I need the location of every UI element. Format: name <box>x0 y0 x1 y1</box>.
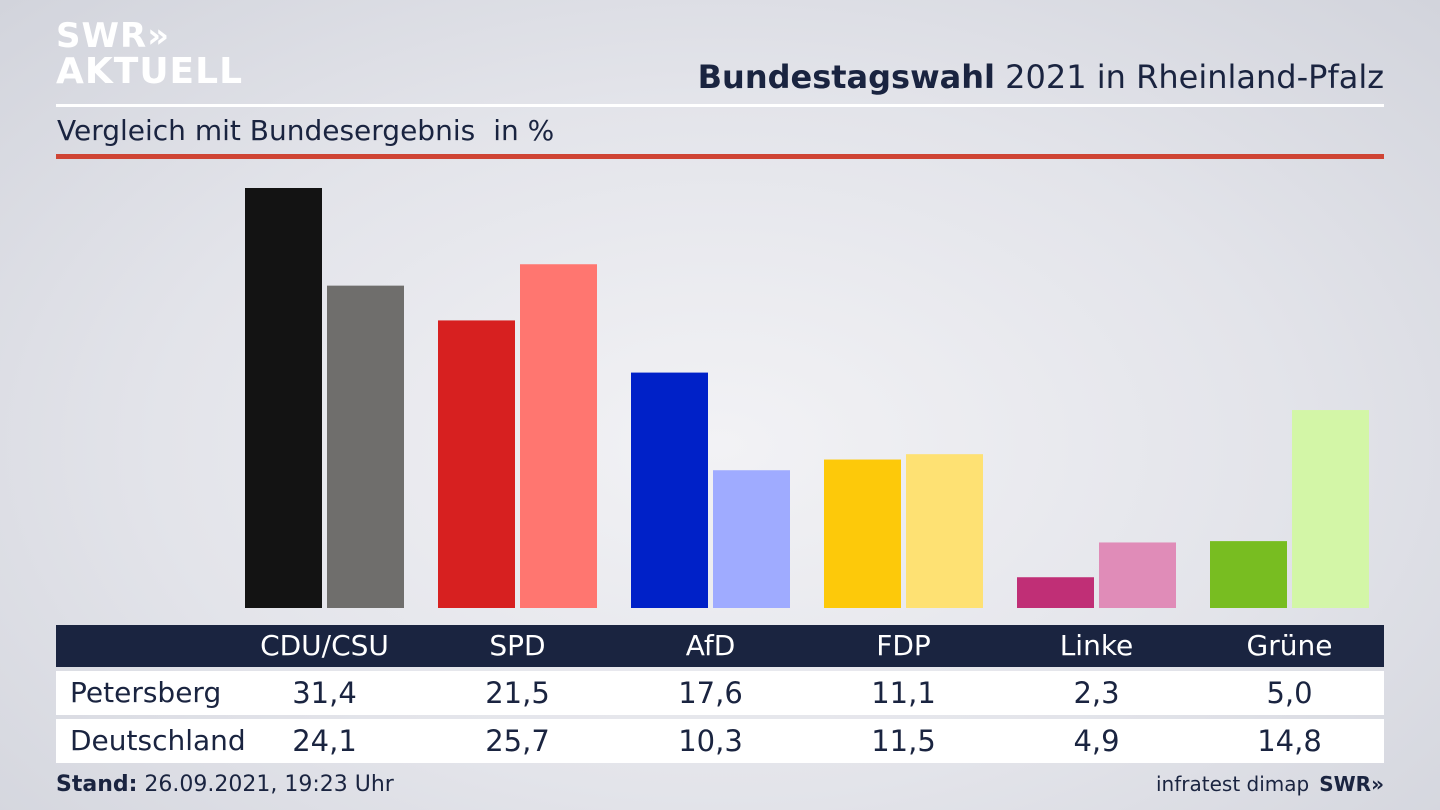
accent-rule <box>56 154 1384 159</box>
source-credit: infratest dimap SWR» <box>1156 772 1384 796</box>
title-rest: 2021 in Rheinland-Pfalz <box>1005 58 1384 96</box>
bar-afd-deutschland <box>713 470 790 608</box>
bar-cdu-csu-deutschland <box>327 285 404 608</box>
chart-subtitle: Vergleich mit Bundesergebnis in % <box>57 114 554 147</box>
table-header-row: CDU/CSU SPD AfD FDP Linke Grüne <box>56 625 1384 667</box>
bar-afd-petersberg <box>631 372 708 608</box>
row-label: Petersberg <box>70 676 222 709</box>
value-spd-deutschland: 25,7 <box>485 724 550 758</box>
bar-fdp-deutschland <box>906 454 983 608</box>
results-table: CDU/CSU SPD AfD FDP Linke Grüne Petersberg 31… <box>56 625 1384 763</box>
stand-value: 26.09.2021, 19:23 Uhr <box>144 772 394 797</box>
bar-grüne-deutschland <box>1292 410 1369 608</box>
swr-footer-logo: SWR» <box>1319 772 1384 796</box>
stand-label: Stand: <box>56 772 138 797</box>
source-label: infratest dimap <box>1156 772 1310 796</box>
table-row-deutschland: Deutschland 24,1 25,7 10,3 11,5 4,9 14,8 <box>56 719 1384 763</box>
value-linke-petersberg: 2,3 <box>1073 676 1120 710</box>
timestamp: Stand: 26.09.2021, 19:23 Uhr <box>56 772 394 797</box>
column-header-grüne: Grüne <box>1246 629 1333 662</box>
row-label: Deutschland <box>70 724 246 757</box>
column-header-linke: Linke <box>1059 629 1134 662</box>
column-header-fdp: FDP <box>876 629 931 662</box>
unit-label: in % <box>493 114 555 147</box>
value-cdu-csu-petersberg: 31,4 <box>292 676 357 710</box>
value-grüne-petersberg: 5,0 <box>1266 676 1313 710</box>
bar-fdp-petersberg <box>824 459 901 608</box>
bar-linke-petersberg <box>1017 577 1094 608</box>
swr-aktuell-logo: SWR» AKTUELL <box>56 18 243 90</box>
value-fdp-deutschland: 11,5 <box>871 724 936 758</box>
value-linke-deutschland: 4,9 <box>1073 724 1120 758</box>
title-bold: Bundestagswahl <box>697 58 995 96</box>
bar-cdu-csu-petersberg <box>245 188 322 608</box>
value-grüne-deutschland: 14,8 <box>1257 724 1322 758</box>
bar-chart <box>245 188 1369 608</box>
bar-spd-petersberg <box>438 320 515 608</box>
value-spd-petersberg: 21,5 <box>485 676 550 710</box>
table-row-petersberg: Petersberg 31,4 21,5 17,6 11,1 2,3 5,0 <box>56 671 1384 715</box>
value-fdp-petersberg: 11,1 <box>871 676 936 710</box>
header-divider <box>56 104 1384 107</box>
bar-spd-deutschland <box>520 264 597 608</box>
logo-line-2: AKTUELL <box>56 51 244 92</box>
column-header-cdu-csu: CDU/CSU <box>260 629 389 662</box>
bar-linke-deutschland <box>1099 542 1176 608</box>
column-header-afd: AfD <box>685 629 736 662</box>
value-afd-deutschland: 10,3 <box>678 724 743 758</box>
subtitle-text: Vergleich mit Bundesergebnis <box>57 114 476 147</box>
chart-title: Bundestagswahl 2021 in Rheinland-Pfalz <box>698 58 1384 96</box>
column-header-spd: SPD <box>489 629 546 662</box>
logo-line-1: SWR» <box>56 16 171 56</box>
value-cdu-csu-deutschland: 24,1 <box>292 724 357 758</box>
value-afd-petersberg: 17,6 <box>678 676 743 710</box>
bar-grüne-petersberg <box>1210 541 1287 608</box>
